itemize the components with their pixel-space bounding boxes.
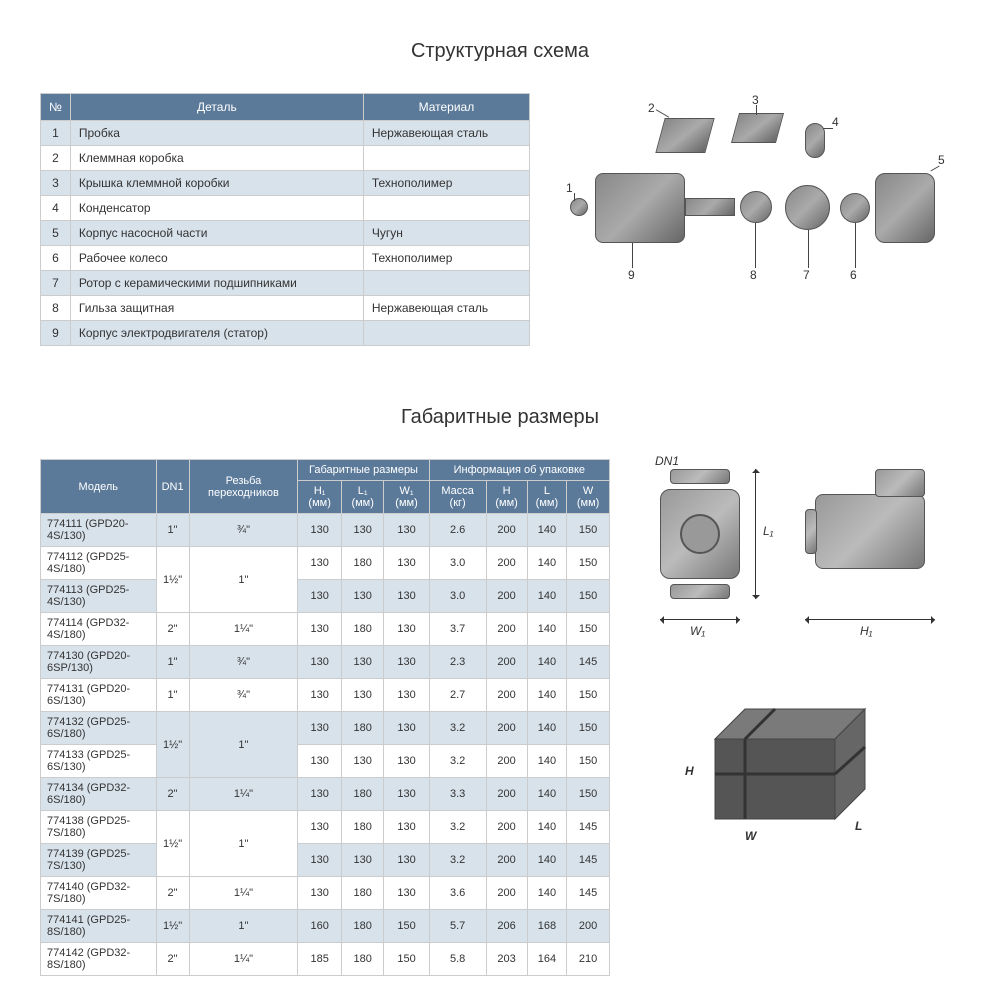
part-pump-housing	[875, 173, 935, 243]
dimensions-title: Габаритные размеры	[40, 406, 960, 429]
table-row: 1ПробкаНержавеющая сталь	[41, 121, 530, 146]
col-part: Деталь	[70, 94, 363, 121]
structural-table: № Деталь Материал 1ПробкаНержавеющая ста…	[40, 93, 530, 346]
callout-4: 4	[832, 115, 839, 129]
table-row: 774111 (GPD20-4S/130)1"¾"1301301302.6200…	[41, 514, 610, 547]
part-capacitor	[805, 123, 825, 158]
col-thread: Резьба переходников	[189, 460, 298, 514]
table-row: 774138 (GPD25-7S/180)1½"1"1301801303.220…	[41, 811, 610, 844]
col-h1: H₁ (мм)	[298, 481, 342, 514]
table-row: 774142 (GPD32-8S/180)2"1¼"1851801505.820…	[41, 943, 610, 976]
col-w: W (мм)	[567, 481, 610, 514]
table-row: 774133 (GPD25-6S/130)1301301303.22001401…	[41, 745, 610, 778]
table-row: 774132 (GPD25-6S/180)1½"1"1301801303.220…	[41, 712, 610, 745]
col-l1: L₁ (мм)	[341, 481, 383, 514]
table-row: 774131 (GPD20-6S/130)1"¾"1301301302.7200…	[41, 679, 610, 712]
pump-dimension-views: DN1 L₁ W₁	[630, 459, 960, 659]
table-row: 3Крышка клеммной коробкиТехнополимер	[41, 171, 530, 196]
table-row: 774114 (GPD32-4S/180)2"1¼"1301801303.720…	[41, 613, 610, 646]
part-cover	[731, 113, 784, 143]
col-n: №	[41, 94, 71, 121]
table-row: 7Ротор с керамическими подшипниками	[41, 271, 530, 296]
col-pack-group: Информация об упаковке	[429, 460, 609, 481]
dimensions-table: Модель DN1 Резьба переходников Габаритны…	[40, 459, 610, 976]
part-sleeve	[740, 191, 772, 223]
part-rotor	[785, 185, 830, 230]
col-dims-group: Габаритные размеры	[298, 460, 429, 481]
table-row: 774134 (GPD32-6S/180)2"1¼"1301801303.320…	[41, 778, 610, 811]
col-material: Материал	[363, 94, 529, 121]
table-row: 774113 (GPD25-4S/130)1301301303.02001401…	[41, 580, 610, 613]
table-row: 774141 (GPD25-8S/180)1½"1"1601801505.720…	[41, 910, 610, 943]
col-h: H (мм)	[486, 481, 527, 514]
callout-2: 2	[648, 101, 655, 115]
part-plug	[570, 198, 588, 216]
part-motor-housing	[595, 173, 685, 243]
callout-7: 7	[803, 268, 810, 282]
callout-6: 6	[850, 268, 857, 282]
table-row: 6Рабочее колесоТехнополимер	[41, 246, 530, 271]
part-terminal-box	[655, 118, 714, 153]
col-mass: Масса (кг)	[429, 481, 486, 514]
table-row: 774139 (GPD25-7S/130)1301301303.22001401…	[41, 844, 610, 877]
callout-9: 9	[628, 268, 635, 282]
part-impeller	[840, 193, 870, 223]
table-row: 774140 (GPD32-7S/180)2"1¼"1301801303.620…	[41, 877, 610, 910]
table-row: 9Корпус электродвигателя (статор)	[41, 321, 530, 346]
table-row: 774112 (GPD25-4S/180)1½"1"1301801303.020…	[41, 547, 610, 580]
col-dn1: DN1	[156, 460, 189, 514]
col-w1: W₁ (мм)	[384, 481, 429, 514]
table-row: 5Корпус насосной частиЧугун	[41, 221, 530, 246]
table-row: 2Клеммная коробка	[41, 146, 530, 171]
callout-8: 8	[750, 268, 757, 282]
structural-title: Структурная схема	[40, 40, 960, 63]
exploded-diagram: 1 2 3 4 9 8 7 6 5	[560, 93, 960, 313]
callout-1: 1	[566, 181, 573, 195]
table-row: 4Конденсатор	[41, 196, 530, 221]
pump-front-view: DN1 L₁ W₁	[635, 459, 785, 659]
col-model: Модель	[41, 460, 157, 514]
package-box-diagram: H W L	[685, 689, 905, 849]
table-row: 774130 (GPD20-6SP/130)1"¾"1301301302.320…	[41, 646, 610, 679]
col-l: L (мм)	[527, 481, 567, 514]
pump-side-view: H₁	[805, 459, 955, 659]
table-row: 8Гильза защитнаяНержавеющая сталь	[41, 296, 530, 321]
